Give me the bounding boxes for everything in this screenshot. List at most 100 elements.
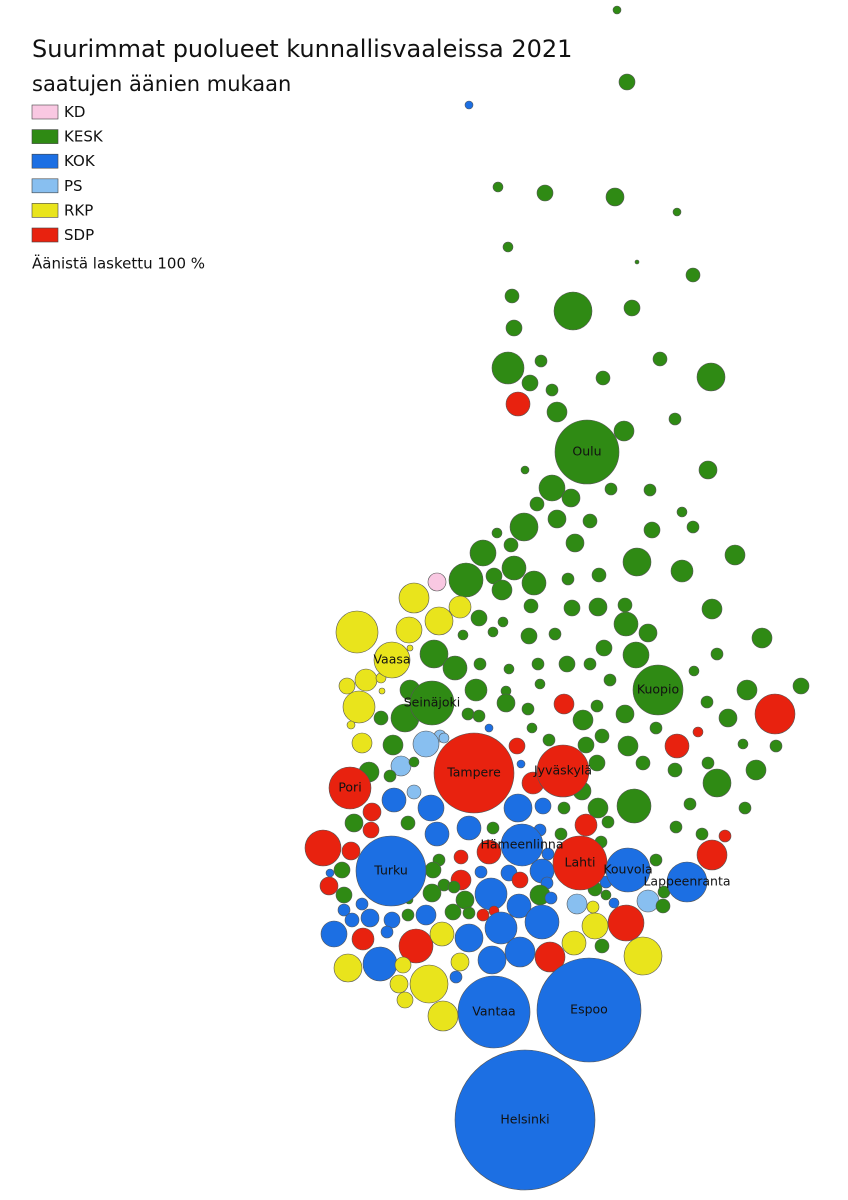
city-bubble [605, 847, 651, 893]
municipality-bubble [398, 582, 430, 614]
city-bubble [409, 680, 455, 726]
municipality-bubble [503, 663, 515, 675]
municipality-bubble [501, 555, 527, 581]
municipality-bubble [464, 100, 474, 110]
legend-swatch [31, 227, 59, 243]
municipality-bubble [718, 829, 732, 843]
municipality-bubble [603, 673, 617, 687]
municipality-bubble [547, 509, 567, 529]
municipality-bubble [542, 733, 556, 747]
municipality-bubble [643, 483, 657, 497]
municipality-bubble [561, 488, 581, 508]
municipality-bubble [373, 710, 389, 726]
municipality-bubble [594, 728, 610, 744]
city-label: Vaasa [373, 652, 410, 667]
legend-label: SDP [64, 226, 94, 244]
municipality-bubble [595, 370, 611, 386]
municipality-bubble [618, 73, 636, 91]
city-bubble [355, 835, 427, 907]
city-label: Tampere [446, 765, 501, 780]
municipality-bubble [636, 889, 660, 913]
municipality-bubble [792, 677, 810, 695]
municipality-bubble [325, 868, 335, 878]
municipality-bubble [504, 936, 536, 968]
municipality-bubble [572, 709, 594, 731]
municipality-bubble [587, 797, 609, 819]
municipality-bubble [381, 787, 407, 813]
city-bubble [536, 957, 642, 1063]
municipality-bubble [462, 906, 476, 920]
municipality-bubble [523, 598, 539, 614]
municipality-bubble [688, 665, 700, 677]
municipality-bubble [473, 657, 487, 671]
municipality-bubble [672, 207, 682, 217]
municipality-bubble [554, 827, 568, 841]
municipality-bubble [429, 921, 455, 947]
municipality-bubble [337, 903, 351, 917]
municipality-bubble [701, 756, 715, 770]
municipality-bubble [536, 184, 554, 202]
municipality-bubble [686, 520, 700, 534]
municipality-bubble [383, 769, 397, 783]
municipality-bubble [449, 970, 463, 984]
municipality-bubble [534, 797, 552, 815]
municipality-bubble [521, 702, 535, 716]
municipality-bubble [710, 647, 724, 661]
municipality-bubble [668, 412, 682, 426]
municipality-bubble [600, 889, 612, 901]
municipality-bubble [612, 5, 622, 15]
municipality-bubble [588, 597, 608, 617]
municipality-bubble [477, 945, 507, 975]
municipality-bubble [685, 267, 701, 283]
municipality-bubble [591, 567, 607, 583]
municipality-bubble [424, 861, 442, 879]
municipality-bubble [643, 521, 661, 539]
municipality-bubble [389, 974, 409, 994]
municipality-bubble [344, 813, 364, 833]
municipality-bubble [506, 893, 532, 919]
legend-swatch [31, 104, 59, 120]
municipality-bubble [351, 732, 373, 754]
city-bubble [454, 1049, 596, 1191]
legend: KD KESK KOK PS RKP SDP [31, 103, 104, 244]
municipality-bubble [683, 797, 697, 811]
city-bubble [373, 641, 411, 679]
city-label: Pori [338, 780, 361, 795]
municipality-bubble [649, 853, 663, 867]
municipality-bubble [526, 722, 538, 734]
municipality-bubble [503, 537, 519, 553]
municipality-bubble [360, 908, 380, 928]
municipality-bubble [581, 912, 609, 940]
municipality-bubble [453, 849, 469, 865]
municipality-bubble [487, 626, 499, 638]
municipality-bubble [565, 533, 585, 553]
municipality-bubble [398, 928, 434, 964]
municipality-bubble [509, 512, 539, 542]
municipality-bubble [588, 754, 606, 772]
municipality-bubble [586, 900, 600, 914]
city-bubble [433, 732, 515, 814]
municipality-bubble [534, 941, 566, 973]
legend-label: PS [64, 177, 83, 195]
municipality-bubble [484, 723, 494, 733]
municipality-bubble [456, 815, 482, 841]
municipality-bubble [380, 925, 394, 939]
city-label: Oulu [572, 444, 601, 459]
municipality-bubble [427, 572, 447, 592]
municipality-bubble [617, 597, 633, 613]
city-label: Helsinki [500, 1112, 549, 1127]
municipality-bubble [476, 839, 502, 865]
municipality-bubble [394, 956, 412, 974]
municipality-bubble [692, 726, 704, 738]
city-label: Espoo [570, 1002, 608, 1017]
municipality-bubble [608, 897, 620, 909]
municipality-bubble [503, 793, 533, 823]
municipality-bubble [424, 606, 454, 636]
municipality-bubble [406, 644, 414, 652]
municipality-bubble [448, 595, 472, 619]
municipality-bubble [335, 610, 379, 654]
municipality-bubble [505, 391, 531, 417]
municipality-bubble [474, 877, 508, 911]
municipality-bubble [595, 639, 613, 657]
municipality-bubble [670, 559, 694, 583]
